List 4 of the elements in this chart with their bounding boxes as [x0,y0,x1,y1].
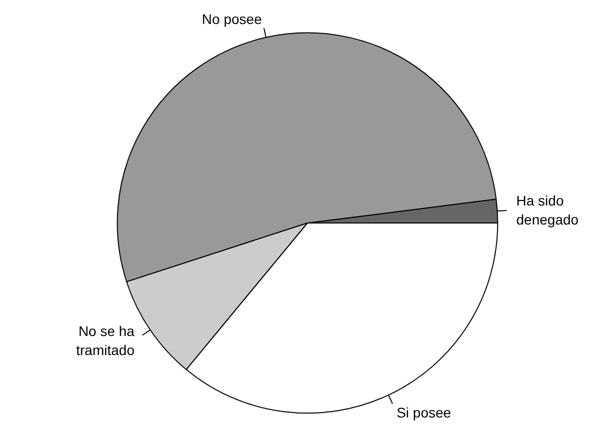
slice-label: No posee [202,10,262,27]
slice-label: Si posee [396,404,452,420]
slice-label: Ha sido denegado [516,192,579,228]
slice-label: No se ha tramitado [76,322,135,358]
